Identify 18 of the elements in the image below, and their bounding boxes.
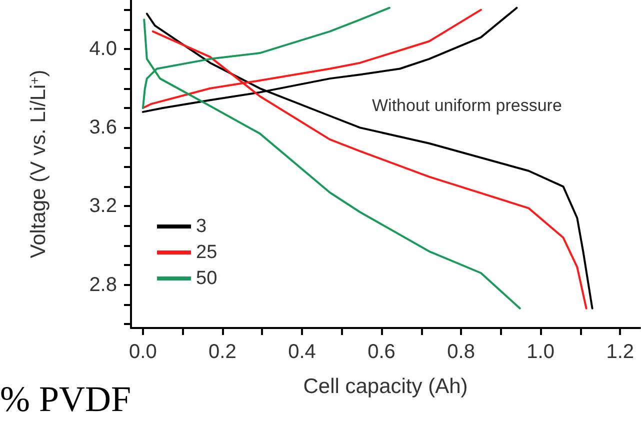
- legend-label: 3: [196, 216, 207, 237]
- y-tick-label: 2.8: [89, 274, 117, 296]
- x-tick-label: 0.0: [129, 341, 157, 363]
- text: % PVDF: [0, 379, 132, 419]
- y-tick-label: 4.0: [89, 38, 117, 60]
- x-tick-label: 1.2: [606, 341, 634, 363]
- x-axis-title: Cell capacity (Ah): [303, 375, 468, 398]
- x-tick-label: 0.4: [288, 341, 316, 363]
- legend-label: 50: [196, 268, 218, 289]
- y-tick-label: 3.2: [89, 195, 117, 218]
- legend-label: 25: [196, 242, 218, 263]
- x-tick-label: 1.0: [526, 341, 554, 363]
- y-axis-title: Voltage (V vs. Li/Li+): [27, 70, 50, 258]
- x-tick-label: 0.6: [368, 341, 396, 363]
- y-tick-label: 3.6: [89, 116, 117, 139]
- x-tick-label: 0.2: [208, 341, 236, 363]
- x-tick-label: 0.8: [447, 341, 475, 363]
- annotation: Without uniform pressure: [372, 96, 562, 115]
